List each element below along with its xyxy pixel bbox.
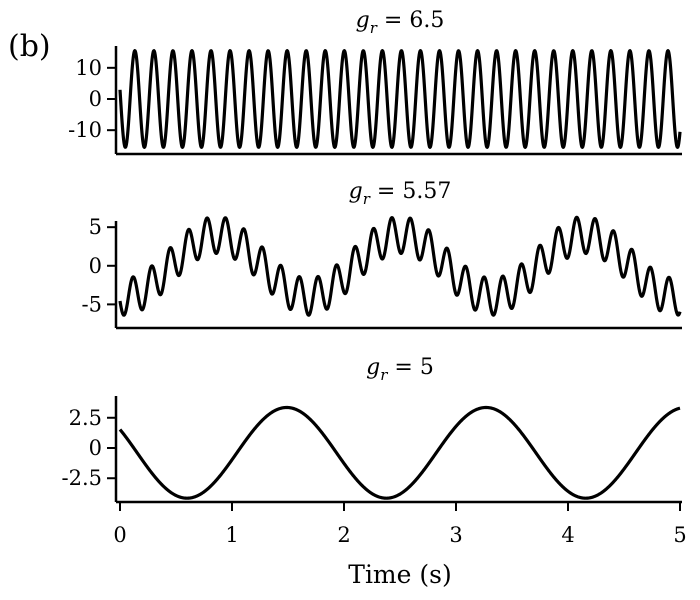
x-tick-label: 4 [561, 523, 574, 547]
panel-top-y-tick-label: 0 [89, 87, 102, 111]
panel-middle-y-tick-label: 0 [89, 254, 102, 278]
x-tick-label: 1 [225, 523, 238, 547]
x-tick-label: 3 [449, 523, 462, 547]
panel-middle-y-tick-label: -5 [82, 292, 102, 316]
x-tick-label: 2 [337, 523, 350, 547]
panel-top: gr = 6.5 10 0 -10 [68, 8, 682, 156]
panel-middle-series-line [118, 215, 682, 317]
panel-middle-y-ticks: 5 0 -5 [82, 215, 116, 316]
panel-label: (b) [8, 29, 51, 64]
panel-bottom-title: gr = 5 [366, 355, 434, 384]
panel-middle-y-tick-label: 5 [89, 215, 102, 239]
panel-middle-title: gr = 5.57 [349, 179, 452, 208]
panel-bottom-series-line [118, 405, 682, 500]
x-axis-label: Time (s) [348, 560, 451, 589]
panel-top-title: gr = 6.5 [356, 8, 445, 37]
panel-bottom-y-tick-label: -2.5 [62, 466, 103, 490]
panel-bottom-axes [114, 396, 682, 504]
panel-middle-axes [114, 221, 682, 330]
panel-top-y-ticks: 10 0 -10 [68, 56, 116, 142]
x-tick-label: 5 [673, 523, 686, 547]
panel-bottom-y-tick-label: 2.5 [69, 406, 102, 430]
panel-top-series-line [118, 49, 682, 149]
x-tick-label: 0 [113, 523, 126, 547]
panel-top-y-tick-label: -10 [68, 118, 102, 142]
panel-bottom: gr = 5 2.5 0 -2.5 0 1 2 3 4 5 Time (s) [62, 355, 687, 589]
panel-top-y-tick-label: 10 [75, 56, 102, 80]
panel-middle: gr = 5.57 5 0 -5 [82, 179, 682, 330]
panel-bottom-y-tick-label: 0 [89, 436, 102, 460]
panel-bottom-x-ticks: 0 1 2 3 4 5 [113, 502, 687, 547]
panel-bottom-y-ticks: 2.5 0 -2.5 [62, 406, 116, 490]
